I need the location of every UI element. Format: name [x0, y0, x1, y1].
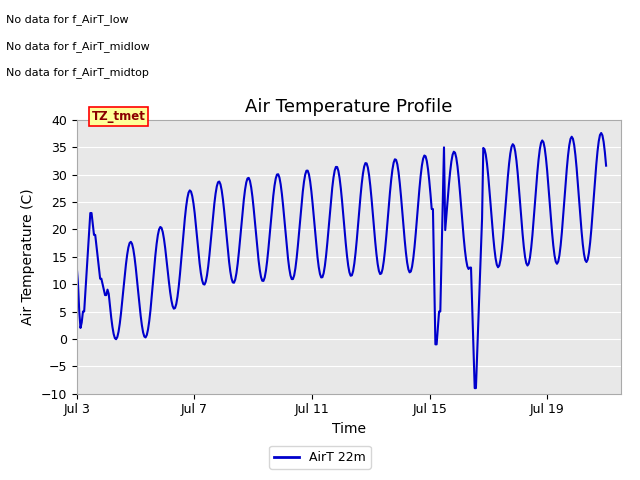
X-axis label: Time: Time: [332, 422, 366, 436]
Text: TZ_tmet: TZ_tmet: [92, 110, 145, 123]
Y-axis label: Air Temperature (C): Air Temperature (C): [21, 189, 35, 325]
Text: No data for f_AirT_low: No data for f_AirT_low: [6, 14, 129, 25]
Text: No data for f_AirT_midtop: No data for f_AirT_midtop: [6, 67, 149, 78]
Legend: AirT 22m: AirT 22m: [269, 446, 371, 469]
Title: Air Temperature Profile: Air Temperature Profile: [245, 97, 452, 116]
Text: No data for f_AirT_midlow: No data for f_AirT_midlow: [6, 41, 150, 52]
